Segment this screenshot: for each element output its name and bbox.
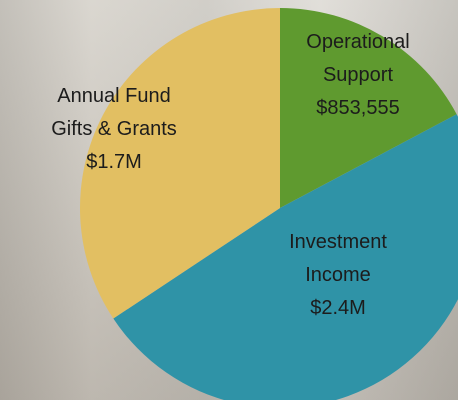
category-label: Investment Income: [289, 231, 387, 286]
category-label: Annual Fund Gifts & Grants: [51, 85, 177, 140]
value-label: $853,555: [316, 97, 400, 119]
slice-label: Operational Support $853,555: [288, 26, 428, 125]
pie-slice: [79, 7, 280, 319]
pie-slice: [113, 114, 458, 400]
pie-slice: [280, 8, 457, 208]
value-label: $2.4M: [310, 297, 366, 319]
slice-label: Annual Fund Gifts & Grants $1.7M: [34, 80, 194, 179]
slice-label: Investment Income $2.4M: [268, 226, 408, 325]
value-label: $1.7M: [86, 151, 142, 173]
category-label: Operational Support: [306, 31, 410, 86]
